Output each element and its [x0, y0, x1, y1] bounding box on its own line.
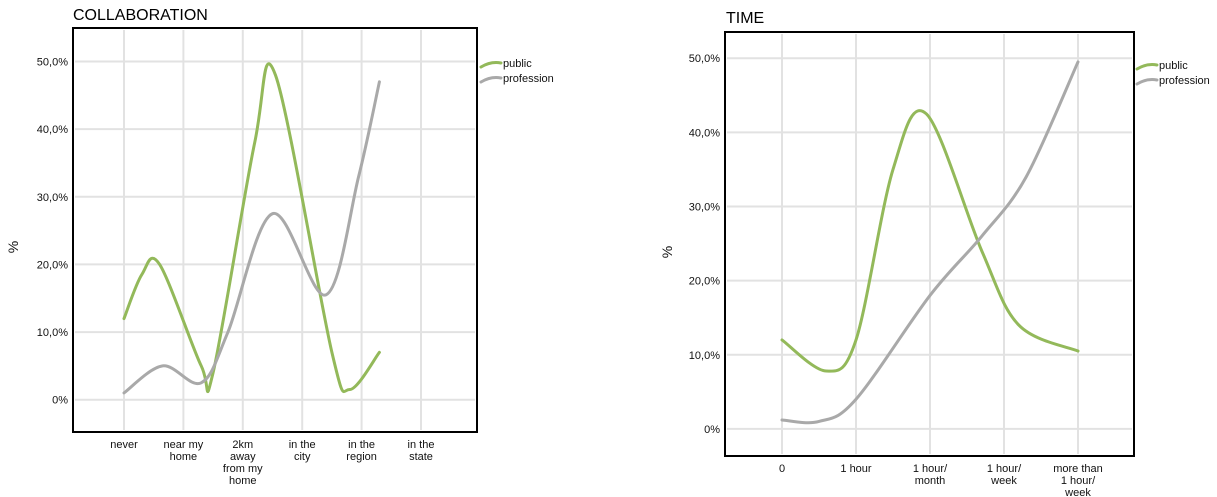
y-axis-label: %	[5, 241, 21, 253]
x-tick-label: 1 hour/month	[913, 463, 948, 487]
legend-swatch-public	[1135, 63, 1159, 71]
chart-0: 0% 10,0% 20,0% 30,0% 40,0% 50,0% COLLABORATION…	[5, 7, 554, 487]
y-tick-label: 0%	[52, 395, 68, 407]
x-tick-line: in the	[408, 439, 435, 451]
y-axis-label: %	[659, 246, 675, 258]
x-tick-label: 0	[779, 463, 785, 475]
x-tick-line: home	[229, 475, 257, 487]
chart-title: COLLABORATION	[73, 7, 208, 24]
chart-title: TIME	[726, 10, 764, 27]
x-tick-label: never	[110, 439, 138, 451]
x-tick-label: more than 1 hour/week	[1053, 463, 1103, 497]
chart-1: 0% 10,0% 20,0% 30,0% 40,0% 50,0% TIME% 0 1 hour 1…	[659, 10, 1210, 497]
x-tick-line: month	[915, 475, 946, 487]
legend-swatch-profession	[1135, 78, 1159, 86]
y-tick-label: 20,0%	[689, 276, 720, 288]
y-tick-label: 30,0%	[689, 201, 720, 213]
legend-label-profession: profession	[503, 73, 554, 85]
x-tick-line: in the	[289, 439, 316, 451]
x-tick-line: 1 hour/	[987, 463, 1022, 475]
series-line-profession	[780, 60, 1080, 425]
x-tick-line: 2km	[232, 439, 253, 451]
y-tick-label: 40,0%	[689, 127, 720, 139]
y-tick-label: 40,0%	[37, 124, 68, 136]
y-tick-label: 50,0%	[37, 57, 68, 69]
x-tick-line: away	[230, 451, 256, 463]
legend-label-public: public	[1159, 60, 1188, 72]
y-tick-label: 10,0%	[37, 327, 68, 339]
x-tick-label: in the region	[346, 439, 377, 463]
y-tick-label: 10,0%	[689, 350, 720, 362]
x-tick-label: in the state	[408, 439, 435, 463]
x-tick-line: region	[346, 451, 377, 463]
x-tick-label: near my home	[164, 439, 204, 463]
y-tick-label: 30,0%	[37, 192, 68, 204]
x-tick-line: week	[990, 475, 1017, 487]
x-tick-label: 1 hour	[840, 463, 872, 475]
x-tick-line: week	[1064, 487, 1091, 497]
x-tick-line: near my	[164, 439, 204, 451]
x-tick-label: 1 hour/week	[987, 463, 1022, 487]
x-tick-line: 0	[779, 463, 785, 475]
series-line-public	[780, 109, 1080, 373]
plot-frame	[724, 31, 1135, 457]
legend-label-profession: profession	[1159, 75, 1210, 87]
legend-label-public: public	[503, 58, 532, 70]
x-tick-line: city	[294, 451, 311, 463]
x-tick-line: state	[409, 451, 433, 463]
y-tick-label: 20,0%	[37, 259, 68, 271]
x-tick-label: 2km away from my home	[223, 439, 263, 487]
series-line-profession	[122, 80, 381, 395]
series-line-public	[122, 62, 381, 394]
y-tick-label: 0%	[704, 424, 720, 436]
x-tick-line: never	[110, 439, 138, 451]
x-tick-label: in the city	[289, 439, 316, 463]
x-tick-line: in the	[348, 439, 375, 451]
plot-frame	[72, 27, 478, 433]
x-tick-line: 1 hour/	[913, 463, 948, 475]
x-tick-line: from my	[223, 463, 263, 475]
legend-swatch-public	[479, 61, 503, 69]
x-tick-line: 1 hour/	[1061, 475, 1096, 487]
y-tick-label: 50,0%	[689, 53, 720, 65]
x-tick-line: home	[170, 451, 198, 463]
legend-swatch-profession	[479, 76, 503, 84]
x-tick-line: more than	[1053, 463, 1103, 475]
x-tick-line: 1 hour	[840, 463, 872, 475]
